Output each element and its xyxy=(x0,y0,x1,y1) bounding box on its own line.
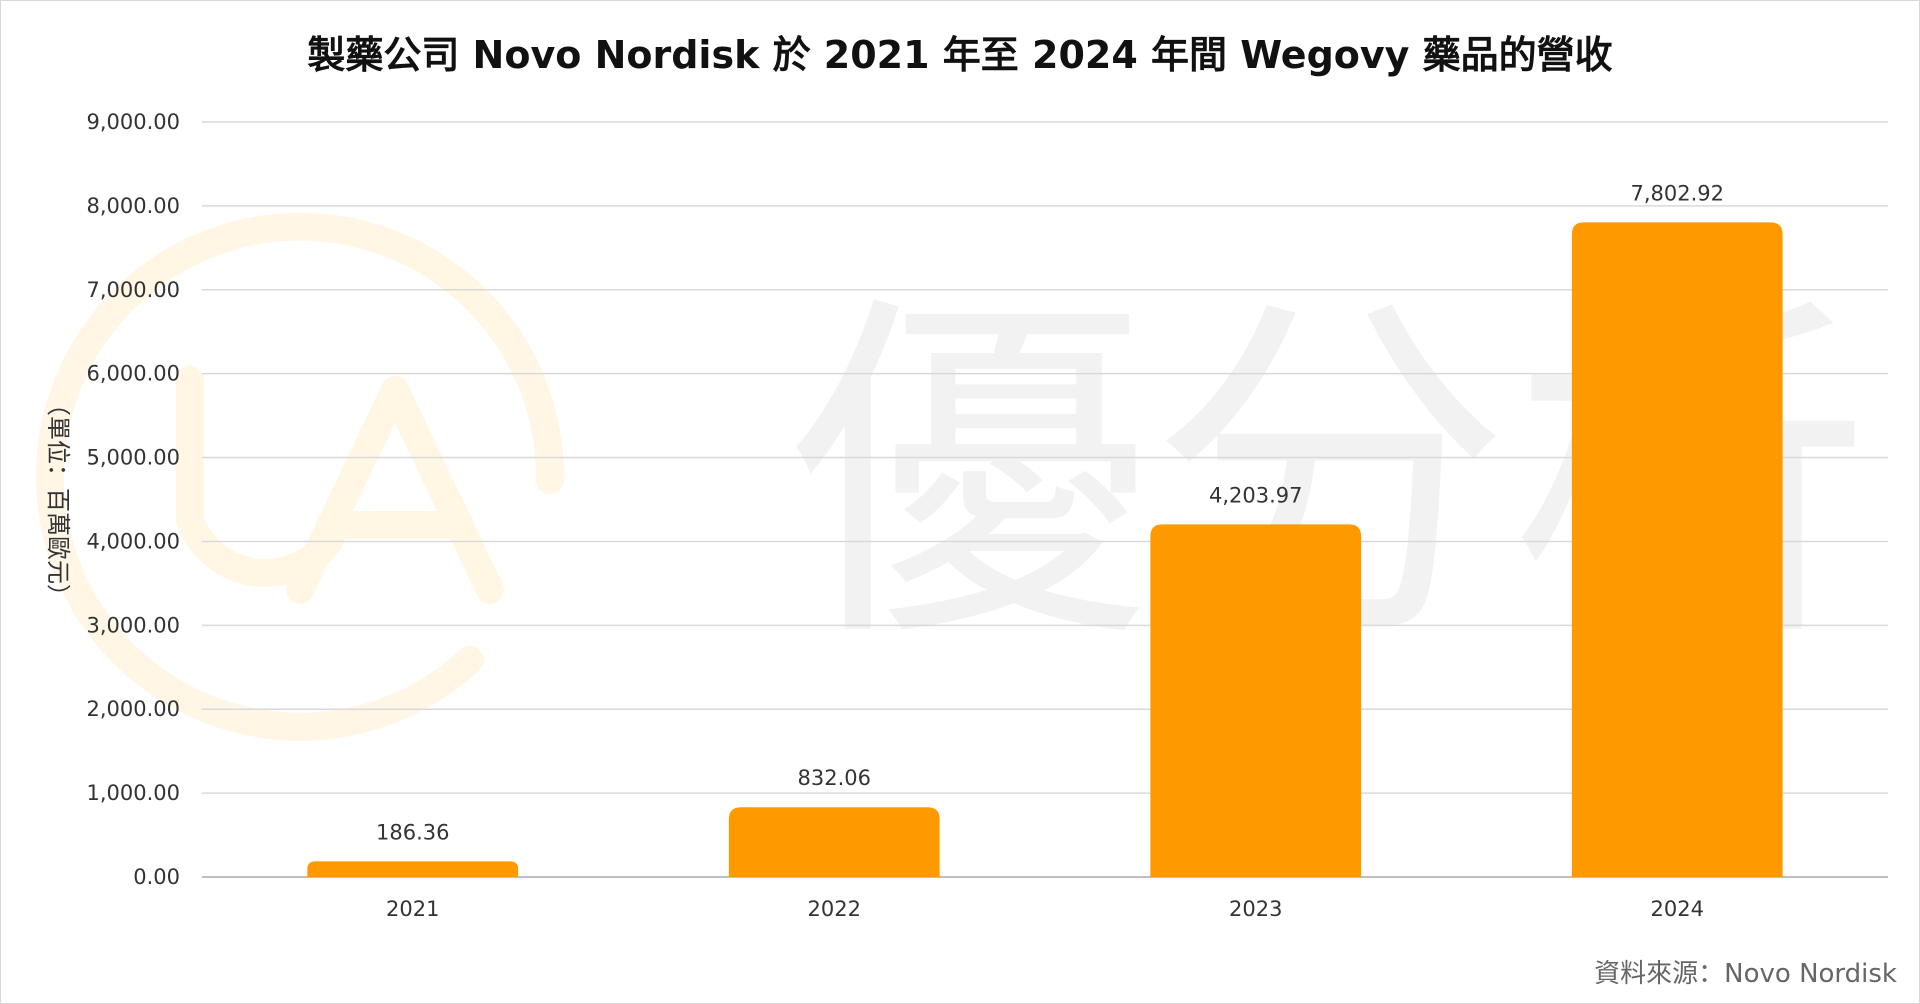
y-tick-label: 6,000.00 xyxy=(86,362,180,386)
x-tick-label-2022: 2022 xyxy=(808,897,861,921)
bar-2024 xyxy=(1571,222,1783,878)
y-tick-label: 0.00 xyxy=(133,865,180,889)
y-tick-label: 5,000.00 xyxy=(86,446,180,470)
x-tick-label-2023: 2023 xyxy=(1229,897,1282,921)
y-tick-label: 2,000.00 xyxy=(86,697,180,721)
y-tick-label: 3,000.00 xyxy=(86,613,180,637)
bar-2023 xyxy=(1150,524,1362,877)
data-label-2021: 186.36 xyxy=(376,820,449,844)
bars xyxy=(307,222,1783,878)
x-tick-label-2024: 2024 xyxy=(1651,897,1704,921)
y-tick-label: 9,000.00 xyxy=(86,110,180,134)
y-tick-label: 1,000.00 xyxy=(86,781,180,805)
data-label-2024: 7,802.92 xyxy=(1630,181,1724,205)
data-labels: 186.36 832.06 4,203.97 7,802.92 xyxy=(376,181,1724,844)
chart-title: 製藥公司 Novo Nordisk 於 2021 年至 2024 年間 Wego… xyxy=(307,33,1612,77)
source-note: 資料來源：Novo Nordisk xyxy=(1594,959,1897,989)
y-tick-label: 7,000.00 xyxy=(86,278,180,302)
y-tick-label: 8,000.00 xyxy=(86,194,180,218)
y-axis-ticks: 0.00 1,000.00 2,000.00 3,000.00 4,000.00 5,00… xyxy=(86,110,180,889)
y-axis-label: （單位：百萬歐元） xyxy=(44,392,72,608)
y-tick-label: 4,000.00 xyxy=(86,529,180,553)
watermark-logo xyxy=(36,212,565,741)
x-tick-label-2021: 2021 xyxy=(386,897,439,921)
bar-2021 xyxy=(307,861,519,877)
data-label-2023: 4,203.97 xyxy=(1209,483,1303,507)
bar-2022 xyxy=(728,807,940,877)
data-label-2022: 832.06 xyxy=(798,766,871,790)
x-axis-ticks: 2021 2022 2023 2024 xyxy=(386,897,1704,921)
